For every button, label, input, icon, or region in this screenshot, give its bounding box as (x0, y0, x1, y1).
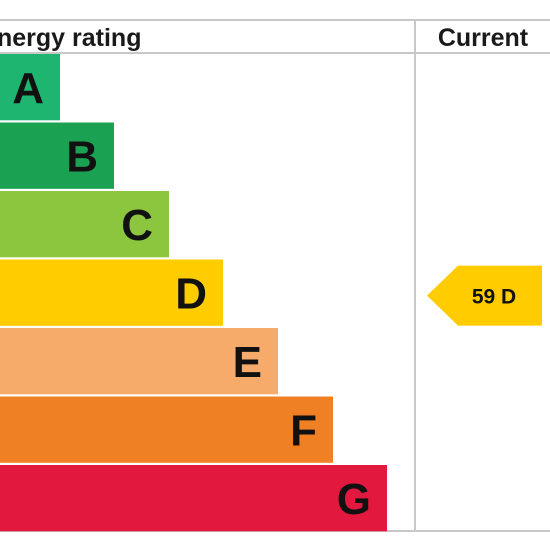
energy-rating-header: nergy rating (0, 24, 141, 52)
band-label-b: B (66, 133, 98, 182)
current-header: Current (438, 24, 529, 52)
band-label-a: A (12, 64, 44, 113)
band-d (0, 259, 223, 326)
band-label-e: E (233, 338, 262, 387)
band-g (0, 465, 387, 532)
current-rating: 59 D (427, 265, 542, 326)
band-e (0, 328, 278, 395)
band-b (0, 122, 114, 189)
band-label-d: D (175, 270, 207, 319)
band-label-g: G (337, 475, 371, 524)
band-f (0, 396, 333, 463)
band-a (0, 54, 60, 121)
band-c (0, 191, 169, 258)
current-rating-arrow (427, 265, 542, 326)
band-label-c: C (121, 201, 153, 250)
current-rating-label: 59 D (472, 286, 516, 309)
band-label-f: F (290, 407, 317, 456)
